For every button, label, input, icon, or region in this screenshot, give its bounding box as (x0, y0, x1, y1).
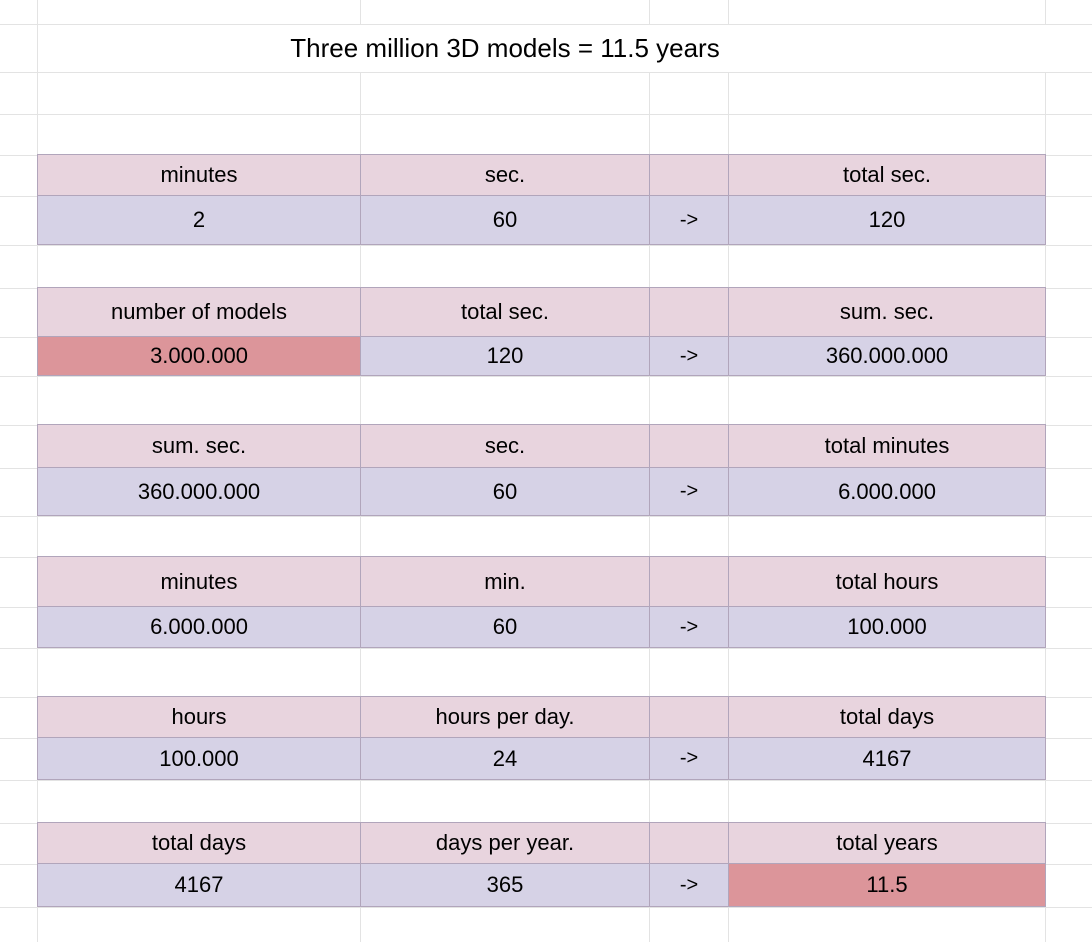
spacer-header-cell[interactable] (650, 425, 728, 467)
header-cell[interactable]: number of models (38, 288, 360, 336)
sheet-title-cell[interactable]: Three million 3D models = 11.5 years (38, 24, 1046, 72)
value-cell[interactable]: 120 (361, 337, 649, 375)
spacer-header-cell[interactable] (650, 823, 728, 863)
gridline-h (0, 114, 1092, 115)
value-cell[interactable]: 100.000 (38, 738, 360, 779)
spacer-header-cell[interactable] (650, 155, 728, 195)
header-cell[interactable]: sec. (361, 155, 649, 195)
value-cell[interactable]: 6.000.000 (38, 607, 360, 647)
gridline-h (0, 245, 1092, 246)
highlighted-value-cell[interactable]: 3.000.000 (38, 337, 360, 375)
value-cell[interactable]: 4167 (38, 864, 360, 906)
header-cell[interactable]: days per year. (361, 823, 649, 863)
arrow-cell[interactable]: -> (650, 337, 728, 375)
value-cell[interactable]: 60 (361, 607, 649, 647)
header-cell[interactable]: total hours (729, 557, 1045, 606)
value-cell[interactable]: 60 (361, 468, 649, 515)
gridline-h (0, 72, 1092, 73)
header-cell[interactable]: sum. sec. (729, 288, 1045, 336)
arrow-cell[interactable]: -> (650, 864, 728, 906)
gridline-h (0, 516, 1092, 517)
value-cell[interactable]: 100.000 (729, 607, 1045, 647)
value-cell[interactable]: 365 (361, 864, 649, 906)
arrow-cell[interactable]: -> (650, 607, 728, 647)
spacer-header-cell[interactable] (650, 288, 728, 336)
spacer-header-cell[interactable] (650, 557, 728, 606)
header-cell[interactable]: total minutes (729, 425, 1045, 467)
gridline-h (0, 907, 1092, 908)
value-cell[interactable]: 4167 (729, 738, 1045, 779)
header-cell[interactable]: minutes (38, 557, 360, 606)
header-cell[interactable]: total sec. (729, 155, 1045, 195)
value-cell[interactable]: 360.000.000 (729, 337, 1045, 375)
gridline-h (0, 780, 1092, 781)
value-cell[interactable]: 120 (729, 196, 1045, 244)
value-cell[interactable]: 24 (361, 738, 649, 779)
calc-block-minutes-to-totalsec: minutes sec. total sec. 2 60 -> 120 (37, 154, 1046, 245)
header-cell[interactable]: total days (38, 823, 360, 863)
arrow-cell[interactable]: -> (650, 196, 728, 244)
gridline-h (0, 648, 1092, 649)
value-cell[interactable]: 2 (38, 196, 360, 244)
value-cell[interactable]: 6.000.000 (729, 468, 1045, 515)
header-cell[interactable]: total days (729, 697, 1045, 737)
spacer-header-cell[interactable] (650, 697, 728, 737)
calc-block-days-to-years: total days days per year. total years 41… (37, 822, 1046, 907)
header-cell[interactable]: minutes (38, 155, 360, 195)
arrow-cell[interactable]: -> (650, 738, 728, 779)
header-cell[interactable]: sum. sec. (38, 425, 360, 467)
value-cell[interactable]: 360.000.000 (38, 468, 360, 515)
arrow-cell[interactable]: -> (650, 468, 728, 515)
header-cell[interactable]: total years (729, 823, 1045, 863)
highlighted-value-cell[interactable]: 11.5 (729, 864, 1045, 906)
calc-block-sumsec-to-minutes: sum. sec. sec. total minutes 360.000.000… (37, 424, 1046, 516)
header-cell[interactable]: min. (361, 557, 649, 606)
sheet-title: Three million 3D models = 11.5 years (290, 33, 720, 63)
value-cell[interactable]: 60 (361, 196, 649, 244)
header-cell[interactable]: hours (38, 697, 360, 737)
header-cell[interactable]: sec. (361, 425, 649, 467)
gridline-h (0, 376, 1092, 377)
header-cell[interactable]: total sec. (361, 288, 649, 336)
header-cell[interactable]: hours per day. (361, 697, 649, 737)
calc-block-minutes-to-hours: minutes min. total hours 6.000.000 60 ->… (37, 556, 1046, 648)
calc-block-hours-to-days: hours hours per day. total days 100.000 … (37, 696, 1046, 780)
calc-block-models-to-sumsec: number of models total sec. sum. sec. 3.… (37, 287, 1046, 376)
